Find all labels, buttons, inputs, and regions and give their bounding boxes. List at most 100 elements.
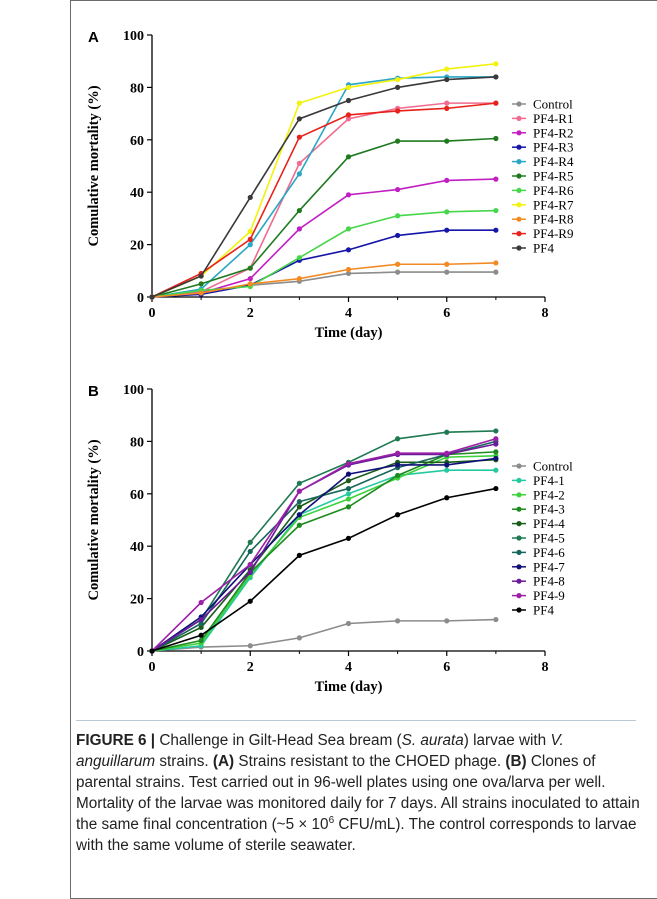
legend-label: PF4-R9 (533, 226, 573, 241)
data-point (493, 260, 499, 266)
data-point (296, 504, 302, 510)
data-point (395, 138, 401, 144)
data-point (345, 478, 352, 484)
data-point (345, 535, 352, 541)
x-axis-label: Time (day) (315, 325, 383, 341)
series-pf4-r2 (149, 176, 499, 300)
data-point (247, 548, 253, 555)
data-point (395, 186, 401, 193)
data-point (493, 269, 499, 275)
data-point (345, 112, 352, 118)
y-axis-label: Comulative mortality (%) (86, 85, 102, 246)
data-point (345, 116, 352, 122)
data-point (345, 226, 352, 232)
data-point (296, 160, 302, 166)
data-point (395, 450, 401, 456)
data-point (247, 242, 253, 248)
data-point (247, 194, 253, 201)
legend-label: PF4-R5 (533, 169, 573, 184)
data-point (345, 461, 352, 467)
legend-label: PF4-R3 (533, 140, 573, 155)
data-point (247, 539, 253, 545)
data-point (345, 192, 352, 198)
legend-swatch-marker (516, 231, 522, 237)
caption-run: Strains resistant to the CHOED phage. (234, 753, 506, 770)
legend-swatch-marker (516, 477, 522, 483)
legend-swatch-marker (516, 202, 522, 208)
caption-run: (B) (505, 753, 527, 770)
legend-label: PF4 (533, 603, 554, 618)
legend-label: Control (533, 459, 573, 474)
series-pf4-r3 (149, 227, 499, 300)
series-line (151, 455, 496, 652)
data-point (149, 648, 155, 654)
y-tick-label: 100 (123, 29, 144, 44)
legend-label: PF4-6 (533, 545, 565, 560)
data-point (395, 108, 401, 114)
y-tick-label: 40 (130, 540, 144, 555)
legend-swatch-marker (516, 549, 522, 555)
data-point (493, 467, 499, 473)
data-point (296, 100, 302, 106)
legend-label: PF4-8 (533, 574, 565, 589)
data-point (395, 76, 401, 83)
figure-caption: FIGURE 6 | Challenge in Gilt-Head Sea br… (76, 730, 641, 856)
x-axis-label: Time (day) (315, 679, 383, 695)
legend-swatch-marker (516, 130, 522, 136)
legend-item: PF4-R8 (512, 212, 573, 227)
data-point (345, 84, 352, 90)
data-point (296, 134, 302, 140)
series-line (151, 487, 497, 652)
data-point (296, 207, 302, 214)
x-tick-label: 6 (443, 660, 450, 675)
series-line (151, 102, 496, 298)
data-point (247, 598, 253, 604)
legend-label: PF4-R1 (533, 111, 573, 126)
y-tick-label: 80 (130, 81, 144, 96)
data-point (345, 485, 352, 492)
data-point (247, 643, 253, 649)
data-point (198, 599, 204, 606)
data-point (296, 116, 302, 122)
legend-swatch-marker (516, 245, 522, 251)
legend-label: PF4-R7 (533, 197, 574, 212)
data-point (444, 76, 450, 83)
legend-item: PF4-7 (512, 559, 565, 574)
data-point (198, 632, 204, 638)
data-point (345, 471, 352, 477)
legend-item: PF4-R7 (512, 197, 574, 212)
data-point (493, 449, 499, 455)
data-point (444, 495, 450, 501)
caption-text: Challenge in Gilt-Head Sea bream (S. aur… (76, 732, 640, 854)
series-line (151, 438, 497, 652)
data-point (345, 496, 352, 502)
data-point (493, 135, 499, 142)
data-point (149, 294, 155, 300)
legend-label: PF4-R6 (533, 183, 574, 198)
x-tick-label: 6 (443, 306, 450, 321)
data-point (493, 436, 499, 442)
caption-run: 6 (328, 814, 335, 826)
legend-swatch-marker (516, 564, 522, 570)
series-line (151, 137, 496, 298)
data-point (395, 512, 401, 518)
y-tick-label: 60 (130, 488, 144, 503)
data-point (395, 84, 401, 90)
legend-label: PF4-2 (533, 487, 565, 502)
y-tick-label: 40 (130, 186, 144, 201)
data-point (444, 66, 450, 72)
data-point (198, 637, 204, 644)
data-point (395, 213, 401, 219)
data-point (444, 467, 450, 473)
data-point (444, 462, 450, 468)
legend-item: PF4 (512, 603, 554, 618)
legend-label: PF4-1 (533, 473, 565, 488)
data-point (444, 138, 450, 144)
data-point (493, 616, 499, 623)
legend-item: PF4-R4 (512, 154, 574, 169)
legend-item: PF4-6 (512, 545, 565, 560)
legend-swatch-marker (516, 607, 522, 613)
frame-left-border (70, 0, 71, 899)
legend-swatch-marker (516, 463, 522, 469)
data-point (493, 61, 499, 67)
